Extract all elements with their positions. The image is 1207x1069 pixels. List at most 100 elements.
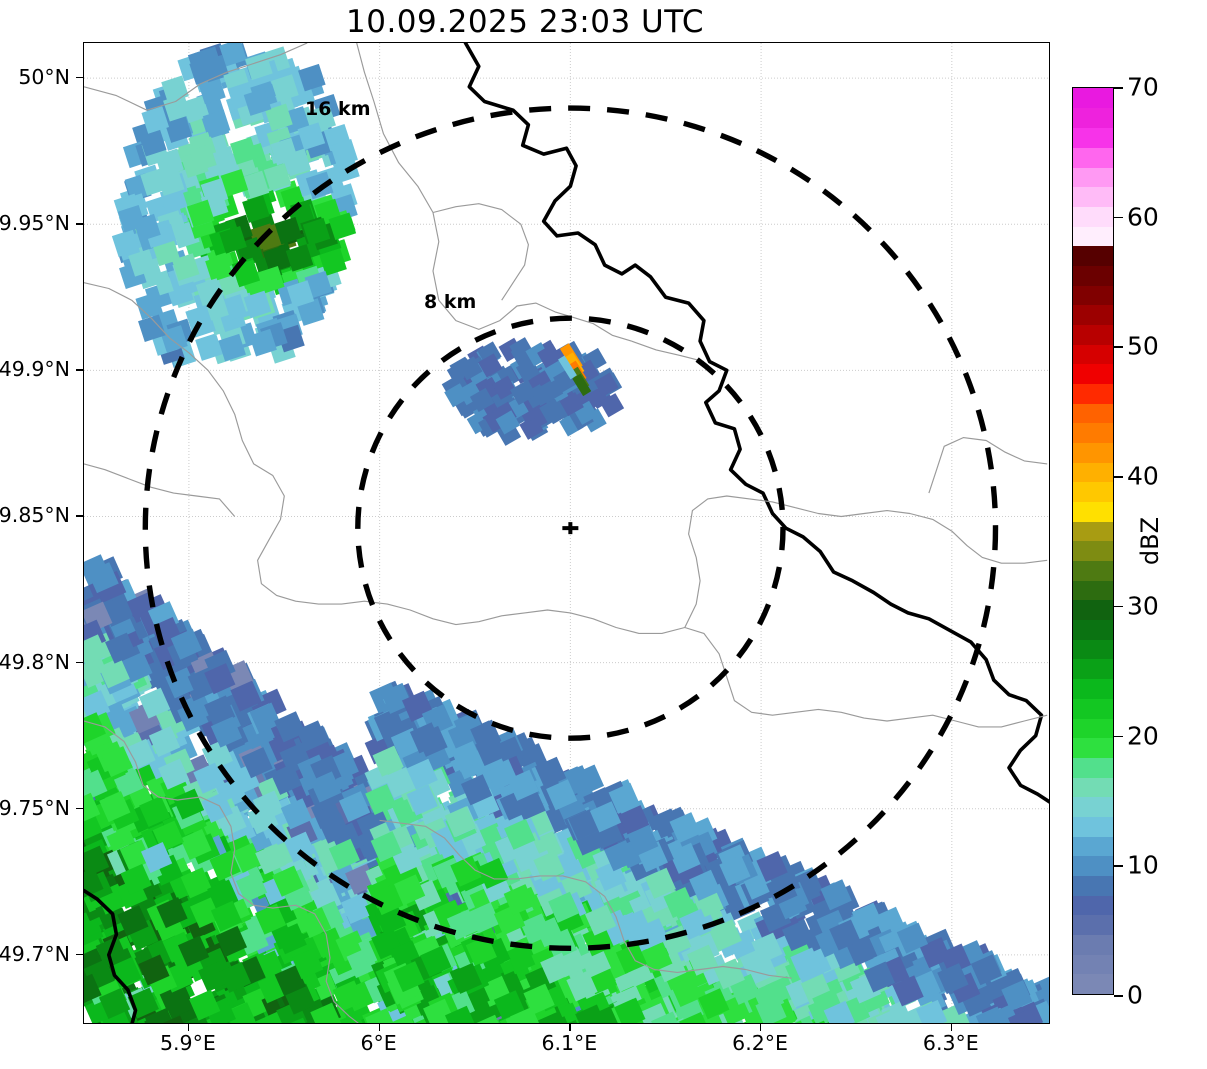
region-border-line [379, 819, 792, 979]
x-axis-tick [760, 1024, 762, 1031]
radar-echo-cell [177, 935, 210, 967]
colorbar-band [1073, 245, 1113, 266]
radar-echo-cell [215, 925, 248, 957]
radar-echo-cell [128, 249, 156, 277]
region-border-line [631, 340, 705, 363]
radar-echo-cell [584, 904, 617, 936]
radar-echo-cell [310, 771, 342, 803]
colorbar-tick [1114, 865, 1123, 867]
radar-echo-cell [510, 1006, 542, 1023]
y-axis-tick [76, 807, 83, 810]
radar-echo-cell [84, 867, 104, 899]
radar-echo-cell [138, 128, 167, 157]
region-border-line [356, 43, 632, 342]
radar-echo-cell [277, 324, 305, 353]
radar-echo-cell [181, 95, 210, 124]
radar-echo-cell [230, 680, 262, 712]
radar-echo-cell [313, 927, 345, 959]
radar-echo-cell [274, 964, 306, 997]
colorbar-band [1073, 855, 1113, 876]
radar-center-plus-marker [562, 522, 579, 535]
radar-echo-cell [444, 806, 477, 838]
colorbar-band [1073, 107, 1113, 129]
radar-echo-cell [170, 628, 203, 660]
region-border-line [684, 495, 796, 628]
country-border-line [84, 888, 138, 1023]
colorbar-band [1073, 324, 1113, 345]
colorbar-band [1073, 698, 1113, 719]
colorbar-band [1073, 501, 1113, 522]
radar-echo-cell [330, 138, 358, 167]
colorbar-band [1073, 678, 1113, 699]
radar-echo-cell [594, 372, 619, 397]
radar-echo-cell [235, 871, 268, 903]
colorbar-band [1073, 422, 1113, 444]
radar-echo-cell [272, 865, 304, 897]
radar-echo-cell [338, 791, 371, 823]
radar-echo-cell [781, 920, 814, 952]
country-border-line [463, 43, 1049, 804]
colorbar-band [1073, 186, 1113, 207]
radar-echo-cell [255, 1011, 287, 1023]
colorbar[interactable] [1072, 87, 1114, 995]
y-axis-tick-label: 49.75°N [0, 795, 70, 820]
x-axis-tick-label: 5.9°E [159, 1031, 216, 1055]
x-axis-tick-label: 6.3°E [922, 1031, 979, 1055]
radar-echo-cell [195, 333, 223, 361]
x-axis-tick-label: 6°E [360, 1031, 397, 1055]
colorbar-band [1073, 658, 1113, 680]
radar-echo-cell [210, 716, 243, 748]
x-axis-tick [187, 1024, 190, 1031]
radar-echo-cell [340, 892, 373, 925]
radar-echo-cell [507, 769, 539, 801]
radar-echo-cell [144, 1007, 177, 1023]
range-ring-label-16km: 16 km [305, 98, 371, 120]
region-border-line [84, 720, 359, 1023]
radar-echo-cell [537, 343, 562, 369]
radar-echo-cell [298, 63, 326, 92]
colorbar-title: dBZ [1136, 516, 1164, 566]
radar-echo-cell [156, 897, 188, 929]
radar-echo-cell [101, 746, 133, 778]
radar-echo-cell [198, 960, 230, 992]
radar-echo-cell [511, 841, 544, 873]
radar-echo-cell [263, 245, 291, 274]
radar-echo-cell [121, 651, 153, 683]
radar-echo-cell [627, 824, 659, 856]
radar-echo-cell [540, 952, 572, 984]
map-plot-area[interactable] [83, 42, 1050, 1024]
radar-echo-cell [99, 791, 131, 823]
x-axis-tick [950, 1024, 953, 1031]
radar-echo-group [84, 43, 1049, 1023]
radar-echo-cell [193, 762, 225, 794]
radar-echo-cell [304, 270, 333, 299]
radar-echo-cell [450, 855, 482, 887]
region-border-line [84, 43, 308, 111]
colorbar-band [1073, 88, 1113, 109]
radar-echo-cell [875, 1007, 907, 1023]
colorbar-band [1073, 540, 1113, 562]
radar-echo-cell [756, 851, 788, 883]
radar-echo-cell [140, 841, 173, 874]
radar-echo-cell [820, 879, 852, 911]
colorbar-band [1073, 521, 1113, 542]
radar-echo-cell [204, 663, 236, 695]
radar-echo-cell [644, 867, 676, 899]
radar-echo-cell [406, 758, 438, 790]
colorbar-band [1073, 206, 1113, 227]
region-border-line [84, 463, 236, 517]
x-axis-tick-label: 6.2°E [732, 1031, 788, 1055]
radar-echo-cell [219, 226, 247, 254]
radar-echo-cell [210, 900, 243, 932]
colorbar-band [1073, 343, 1113, 365]
colorbar-band [1073, 776, 1113, 798]
radar-echo-cell [302, 217, 331, 246]
radar-echo-cell [185, 305, 213, 333]
radar-echo-cell [220, 169, 249, 197]
region-border-line [432, 203, 529, 301]
radar-echo-cell [332, 980, 364, 1012]
radar-echo-cell [896, 922, 929, 954]
radar-echo-cell [161, 75, 189, 104]
y-axis-tick-label: 49.9°N [0, 357, 70, 382]
radar-echo-cell [710, 919, 742, 951]
